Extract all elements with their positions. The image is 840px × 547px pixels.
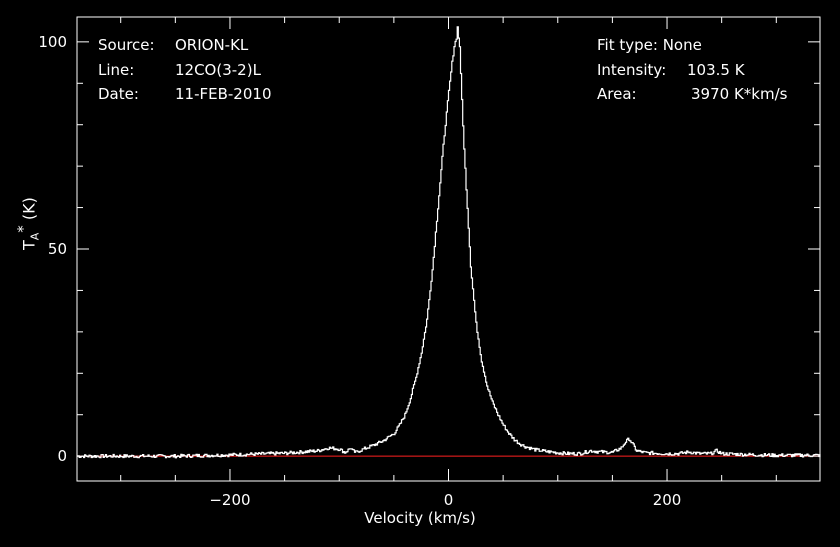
y-axis-label-main: T xyxy=(19,240,39,250)
x-tick-label: 200 xyxy=(653,491,682,509)
date-value: 11-FEB-2010 xyxy=(175,85,272,103)
fit-type-value: None xyxy=(662,36,702,54)
x-tick-label: −200 xyxy=(209,491,250,509)
intensity-label: Intensity: xyxy=(597,61,667,79)
y-tick-label: 50 xyxy=(48,240,67,258)
line-row: Line: 12CO(3-2)L xyxy=(98,61,261,79)
source-value: ORION-KL xyxy=(175,36,249,54)
y-axis-label-sub: A xyxy=(28,232,42,241)
line-value: 12CO(3-2)L xyxy=(175,61,261,79)
date-row: Date: 11-FEB-2010 xyxy=(98,85,271,103)
source-label: Source: xyxy=(98,36,155,54)
area-value: 3970 K*km/s xyxy=(691,85,788,103)
y-tick-label: 0 xyxy=(57,447,67,465)
area-row: Area: 3970 K*km/s xyxy=(597,85,787,103)
x-axis-label: Velocity (km/s) xyxy=(364,509,476,527)
line-label: Line: xyxy=(98,61,135,79)
intensity-value: 103.5 K xyxy=(687,61,745,79)
date-label: Date: xyxy=(98,85,139,103)
x-tick-label: 0 xyxy=(444,491,454,509)
source-row: Source: ORION-KL xyxy=(98,36,248,54)
area-label: Area: xyxy=(597,85,637,103)
y-axis-label-unit: (K) xyxy=(19,197,39,221)
intensity-row: Intensity: 103.5 K xyxy=(597,61,745,79)
y-axis-label: TA* (K) xyxy=(14,197,42,250)
spectrum-line xyxy=(77,26,821,459)
y-axis-label-sup: * xyxy=(14,225,32,233)
fit-type-label: Fit type: xyxy=(597,36,658,54)
y-tick-label: 100 xyxy=(38,33,67,51)
fit-type-row: Fit type: None xyxy=(597,36,702,54)
